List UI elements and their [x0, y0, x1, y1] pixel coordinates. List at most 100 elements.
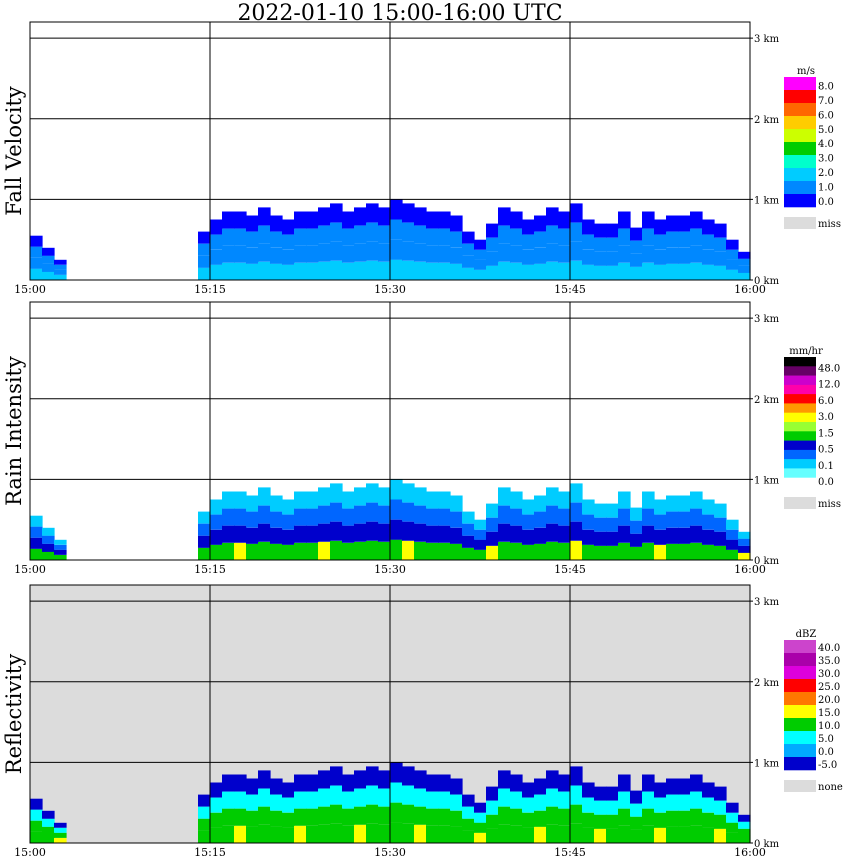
echo-cell	[30, 537, 43, 549]
echo-cell	[558, 825, 571, 843]
echo-cell	[234, 211, 247, 229]
echo-cell	[510, 491, 523, 509]
legend-swatch	[784, 731, 816, 745]
echo-cell	[318, 824, 331, 843]
echo-cell	[282, 264, 295, 280]
echo-cell	[522, 812, 535, 828]
echo-cell	[306, 542, 319, 560]
legend-swatch	[784, 129, 816, 143]
echo-cell	[618, 245, 631, 263]
legend-swatch	[784, 459, 816, 469]
legend-swatch	[784, 116, 816, 130]
echo-cell	[630, 790, 643, 804]
x-tick-label: 15:00	[14, 283, 46, 296]
echo-cell	[630, 829, 643, 843]
echo-cell	[258, 824, 271, 843]
echo-cell	[246, 543, 259, 560]
echo-cell	[546, 243, 559, 262]
echo-cell	[714, 223, 727, 238]
echo-cell	[486, 814, 499, 829]
echo-cell	[330, 241, 343, 261]
echo-cell	[462, 818, 475, 831]
echo-cell	[294, 808, 307, 826]
echo-cell	[570, 540, 583, 560]
legend-swatch	[784, 640, 816, 654]
echo-cell	[474, 239, 487, 250]
echo-cell	[426, 542, 439, 560]
echo-cell	[282, 219, 295, 235]
echo-cell	[246, 263, 259, 280]
echo-cell	[198, 255, 211, 268]
echo-cell	[498, 824, 511, 843]
echo-cell	[498, 487, 511, 506]
legend-label: 12.0	[818, 380, 840, 391]
echo-cell	[306, 774, 319, 792]
echo-cell	[426, 491, 439, 509]
echo-cell	[702, 544, 715, 560]
legend-label: 1.5	[818, 428, 834, 439]
echo-cell	[378, 824, 391, 843]
echo-cell	[726, 802, 739, 813]
echo-cell	[390, 822, 403, 843]
echo-cell	[198, 806, 211, 819]
echo-cell	[714, 517, 727, 532]
legend-swatch	[784, 718, 816, 732]
echo-cell	[738, 821, 751, 829]
echo-cell	[318, 505, 331, 524]
echo-cell	[294, 542, 307, 560]
echo-cell	[738, 538, 751, 546]
echo-cell	[270, 794, 283, 811]
echo-cell	[738, 552, 751, 560]
echo-cell	[570, 521, 583, 541]
echo-cell	[282, 544, 295, 560]
echo-cell	[414, 243, 427, 262]
echo-cell	[414, 541, 427, 560]
x-tick-label: 15:00	[14, 846, 46, 859]
echo-cell	[330, 540, 343, 560]
echo-cell	[378, 523, 391, 542]
echo-cell	[462, 255, 475, 268]
echo-cell	[714, 237, 727, 252]
echo-cell	[462, 547, 475, 560]
y-tick-label: 2 km	[754, 395, 780, 406]
echo-cell	[594, 223, 607, 238]
echo-cell	[438, 508, 451, 526]
echo-cell	[474, 249, 487, 260]
echo-cell	[642, 245, 655, 263]
echo-cell	[678, 826, 691, 843]
echo-cell	[738, 828, 751, 836]
echo-cell	[222, 525, 235, 543]
echo-cell	[306, 228, 319, 246]
echo-cell	[246, 215, 259, 232]
echo-cell	[402, 241, 415, 261]
echo-cell	[390, 782, 403, 803]
echo-cell	[450, 511, 463, 528]
echo-cell	[354, 243, 367, 262]
echo-cell	[222, 491, 235, 509]
echo-cell	[570, 222, 583, 242]
echo-cell	[486, 223, 499, 238]
legend-label: 20.0	[818, 695, 840, 706]
legend-label: 6.0	[818, 110, 834, 121]
legend-missing-label: miss	[818, 499, 841, 510]
echo-cell	[474, 539, 487, 550]
echo-cell	[438, 825, 451, 843]
echo-cell	[342, 228, 355, 246]
echo-cell	[318, 487, 331, 506]
echo-cell	[414, 824, 427, 843]
echo-cell	[246, 247, 259, 264]
echo-cell	[450, 495, 463, 512]
echo-cell	[522, 544, 535, 560]
echo-cell	[390, 239, 403, 260]
echo-cell	[234, 508, 247, 526]
legend-label: 0.0	[818, 477, 834, 488]
echo-cell	[414, 806, 427, 825]
echo-cell	[522, 264, 535, 280]
echo-cell	[210, 234, 223, 250]
echo-cell	[42, 247, 55, 256]
echo-cell	[342, 774, 355, 792]
echo-cell	[678, 527, 691, 544]
echo-cell	[234, 491, 247, 509]
legend-swatch	[784, 705, 816, 719]
